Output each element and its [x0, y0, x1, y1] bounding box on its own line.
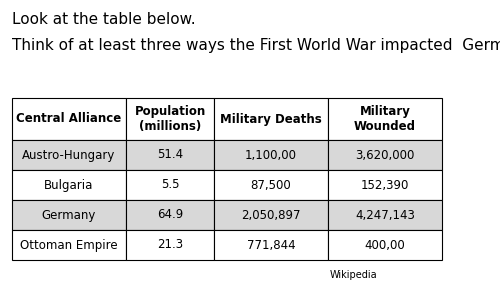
Bar [214, 200, 328, 230]
Text: 400,00: 400,00 [364, 239, 406, 251]
Text: Population
(millions): Population (millions) [134, 105, 206, 133]
Text: 5.5: 5.5 [161, 178, 179, 191]
Bar [214, 98, 328, 140]
Text: Bulgaria: Bulgaria [44, 178, 94, 191]
Text: 4,247,143: 4,247,143 [355, 209, 415, 221]
Bar [328, 170, 442, 200]
Text: 64.9: 64.9 [157, 209, 183, 221]
Text: Military
Wounded: Military Wounded [354, 105, 416, 133]
Bar [126, 98, 214, 140]
Text: 1,100,00: 1,100,00 [245, 148, 297, 162]
Text: 87,500: 87,500 [250, 178, 292, 191]
Text: Military Deaths: Military Deaths [220, 112, 322, 126]
Text: 21.3: 21.3 [157, 239, 183, 251]
Bar [126, 230, 214, 260]
Text: Wikipedia: Wikipedia [330, 270, 378, 280]
Bar [214, 170, 328, 200]
Bar [12, 170, 126, 200]
Bar [328, 200, 442, 230]
Text: 51.4: 51.4 [157, 148, 183, 162]
Text: 152,390: 152,390 [361, 178, 409, 191]
Text: Germany: Germany [42, 209, 96, 221]
Text: 2,050,897: 2,050,897 [241, 209, 301, 221]
Text: Central Alliance: Central Alliance [16, 112, 122, 126]
Text: Ottoman Empire: Ottoman Empire [20, 239, 118, 251]
Bar [12, 230, 126, 260]
Bar [126, 170, 214, 200]
Bar [12, 98, 126, 140]
Text: Look at the table below.: Look at the table below. [12, 12, 196, 27]
Bar [328, 98, 442, 140]
Text: 3,620,000: 3,620,000 [356, 148, 414, 162]
Bar [126, 140, 214, 170]
Bar [328, 230, 442, 260]
Bar [12, 200, 126, 230]
Bar [126, 200, 214, 230]
Text: Austro-Hungary: Austro-Hungary [22, 148, 116, 162]
Bar [214, 230, 328, 260]
Bar [214, 140, 328, 170]
Text: 771,844: 771,844 [246, 239, 296, 251]
Text: Think of at least three ways the First World War impacted  Germany.: Think of at least three ways the First W… [12, 38, 500, 53]
Bar [328, 140, 442, 170]
Bar [12, 140, 126, 170]
